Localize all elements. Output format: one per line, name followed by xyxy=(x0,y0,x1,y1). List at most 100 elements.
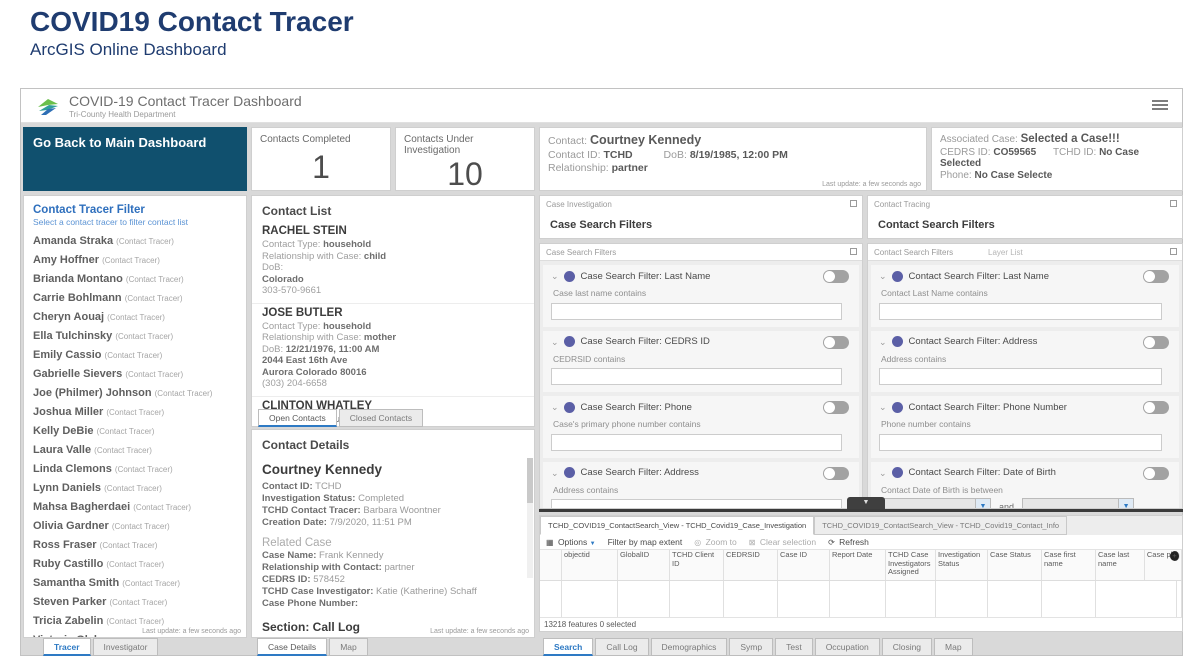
contact-list-item[interactable]: RACHEL STEIN Contact Type: household Rel… xyxy=(252,222,534,304)
case-tchd-label: TCHD ID: xyxy=(1052,147,1097,158)
chevron-down-icon[interactable]: ⌄ xyxy=(551,336,559,347)
filter-toggle[interactable] xyxy=(1143,466,1169,480)
tracer-list-item[interactable]: Joe (Philmer) Johnson (Contact Tracer) xyxy=(33,387,213,399)
filter-input[interactable] xyxy=(879,302,1163,320)
tracer-list-item[interactable]: Olivia Gardner (Contact Tracer) xyxy=(33,520,170,532)
chevron-down-icon[interactable]: ⌄ xyxy=(879,467,887,478)
expand-icon[interactable] xyxy=(1170,200,1177,207)
filter-toggle[interactable] xyxy=(1143,401,1169,414)
column-header[interactable]: TCHD Case Investigators Assigned xyxy=(886,550,936,580)
add-column-icon[interactable]: + xyxy=(1170,551,1180,561)
column-header[interactable]: CEDRSID xyxy=(724,550,778,580)
filter-title: Case Search Filter: Phone xyxy=(580,401,692,413)
zoom-to-button[interactable]: ◎ Zoom to xyxy=(694,537,737,547)
contact-filter-row: ⌄ Contact Search Filter: Last Name Conta… xyxy=(871,265,1179,327)
tracer-list-item[interactable]: Gabrielle Sievers (Contact Tracer) xyxy=(33,368,184,380)
tracer-list-item[interactable]: Mahsa Bagherdaei (Contact Tracer) xyxy=(33,501,192,513)
scrollbar[interactable] xyxy=(527,458,533,578)
tracer-list-item[interactable]: Steven Parker (Contact Tracer) xyxy=(33,596,168,608)
tracer-list-item[interactable]: Emily Cassio (Contact Tracer) xyxy=(33,349,163,361)
filter-toggle[interactable] xyxy=(823,335,849,349)
go-back-button[interactable]: Go Back to Main Dashboard xyxy=(23,127,247,191)
tracer-list-item[interactable]: Amy Hoffner (Contact Tracer) xyxy=(33,254,160,266)
tracer-list-item[interactable]: Linda Clemons (Contact Tracer) xyxy=(33,463,173,475)
filter-toggle[interactable] xyxy=(1143,335,1169,349)
tracer-list-item[interactable]: Brianda Montano (Contact Tracer) xyxy=(33,273,184,285)
filter-input[interactable] xyxy=(551,499,842,508)
date-from-select[interactable]: ▼ xyxy=(879,497,991,508)
tab-demographics[interactable]: Demographics xyxy=(650,638,728,656)
tab-closing[interactable]: Closing xyxy=(881,638,933,656)
filter-toggle[interactable] xyxy=(823,270,849,283)
hamburger-menu-icon[interactable] xyxy=(1152,98,1168,112)
tab-map[interactable]: Map xyxy=(934,638,973,656)
tab-test[interactable]: Test xyxy=(775,638,813,656)
tab-search[interactable]: Search xyxy=(543,638,594,656)
collapse-handle[interactable]: ▼ xyxy=(847,497,885,509)
table-body-cell xyxy=(886,581,936,617)
chevron-down-icon[interactable]: ⌄ xyxy=(879,336,887,347)
filter-input[interactable] xyxy=(879,368,1163,385)
tab-symp[interactable]: Symp xyxy=(729,638,774,656)
contact-id-label: Contact ID: xyxy=(548,149,601,161)
tracer-list-item[interactable]: Lynn Daniels (Contact Tracer) xyxy=(33,482,162,494)
filter-input[interactable] xyxy=(551,368,842,385)
refresh-button[interactable]: ⟳ Refresh xyxy=(828,537,869,547)
tracer-list-item[interactable]: Ross Fraser (Contact Tracer) xyxy=(33,539,158,551)
filter-input[interactable] xyxy=(879,433,1163,451)
clear-selection-button[interactable]: ⊠ Clear selection xyxy=(748,537,817,547)
tab-call-log[interactable]: Call Log xyxy=(595,638,649,656)
tracer-list-item[interactable]: Joshua Miller (Contact Tracer) xyxy=(33,406,165,418)
tracer-list-item[interactable]: Kelly DeBie (Contact Tracer) xyxy=(33,425,155,437)
tracer-list-item[interactable]: Victoria Glebe (Contact Tracer) xyxy=(24,631,246,637)
filter-toggle[interactable] xyxy=(1143,270,1169,283)
filter-toggle[interactable] xyxy=(823,401,849,414)
chevron-down-icon[interactable]: ⌄ xyxy=(551,271,559,281)
expand-icon[interactable] xyxy=(1170,248,1177,255)
chevron-down-icon[interactable]: ⌄ xyxy=(551,467,559,478)
tracer-list-item[interactable]: Amanda Straka (Contact Tracer) xyxy=(33,235,174,247)
column-header[interactable]: Case first name xyxy=(1042,550,1096,580)
tracer-list-item[interactable]: Cheryn Aouaj (Contact Tracer) xyxy=(33,311,165,323)
tracer-list-item[interactable]: Tricia Zabelin (Contact Tracer) xyxy=(33,615,165,627)
expand-icon[interactable] xyxy=(850,248,857,255)
tab-contact-info-table[interactable]: TCHD_COVID19_ContactSearch_View - TCHD_C… xyxy=(814,516,1068,535)
tracer-list-item[interactable]: Carrie Bohlmann (Contact Tracer) xyxy=(33,292,183,304)
chevron-down-icon[interactable]: ⌄ xyxy=(879,271,887,281)
tab-case-details[interactable]: Case Details xyxy=(257,638,328,656)
tab-map[interactable]: Map xyxy=(329,638,368,656)
column-header[interactable]: TCHD Client ID xyxy=(670,550,724,580)
column-header[interactable]: Case last name xyxy=(1096,550,1145,580)
tracer-list-item[interactable]: Samantha Smith (Contact Tracer) xyxy=(33,577,181,589)
options-button[interactable]: ▦ Options ▼ xyxy=(546,537,596,547)
chevron-down-icon[interactable]: ⌄ xyxy=(551,402,559,412)
tab-investigator[interactable]: Investigator xyxy=(92,638,159,656)
bottom-tabbar: Search Call Log Demographics Symp Test O… xyxy=(543,638,973,656)
column-header[interactable]: Report Date xyxy=(830,550,886,580)
tab-tracer[interactable]: Tracer xyxy=(43,638,91,656)
column-header[interactable]: GlobalID xyxy=(618,550,670,580)
table-body-cell xyxy=(1096,581,1177,617)
filter-input[interactable] xyxy=(551,433,842,451)
contact-list-item[interactable]: JOSE BUTLER Contact Type: household Rela… xyxy=(252,304,534,397)
tab-layer-list[interactable]: Layer List xyxy=(988,248,1023,257)
tracer-list-item[interactable]: Ruby Castillo (Contact Tracer) xyxy=(33,558,165,570)
date-to-select[interactable]: ▼ xyxy=(1022,497,1135,508)
chevron-down-icon[interactable]: ⌄ xyxy=(879,402,887,412)
tracer-list-item[interactable]: Ella Tulchinsky (Contact Tracer) xyxy=(33,330,174,342)
filter-input[interactable] xyxy=(551,302,842,320)
tab-case-investigation-table[interactable]: TCHD_COVID19_ContactSearch_View - TCHD_C… xyxy=(540,516,815,535)
column-header[interactable]: Case pho xyxy=(1145,550,1182,580)
tab-occupation[interactable]: Occupation xyxy=(814,638,880,656)
tab-closed-contacts[interactable]: Closed Contacts xyxy=(338,409,424,427)
tracer-list-item[interactable]: Laura Valle (Contact Tracer) xyxy=(33,444,152,456)
column-header[interactable]: objectid xyxy=(562,550,618,580)
filter-by-map-extent-button[interactable]: Filter by map extent xyxy=(607,537,683,547)
filter-toggle[interactable] xyxy=(823,466,849,480)
tab-open-contacts[interactable]: Open Contacts xyxy=(258,409,337,427)
filter-dot-icon xyxy=(563,401,575,413)
column-header[interactable]: Investigation Status xyxy=(936,550,988,580)
column-header[interactable]: Case ID xyxy=(778,550,830,580)
column-header[interactable]: Case Status xyxy=(988,550,1042,580)
expand-icon[interactable] xyxy=(850,200,857,207)
